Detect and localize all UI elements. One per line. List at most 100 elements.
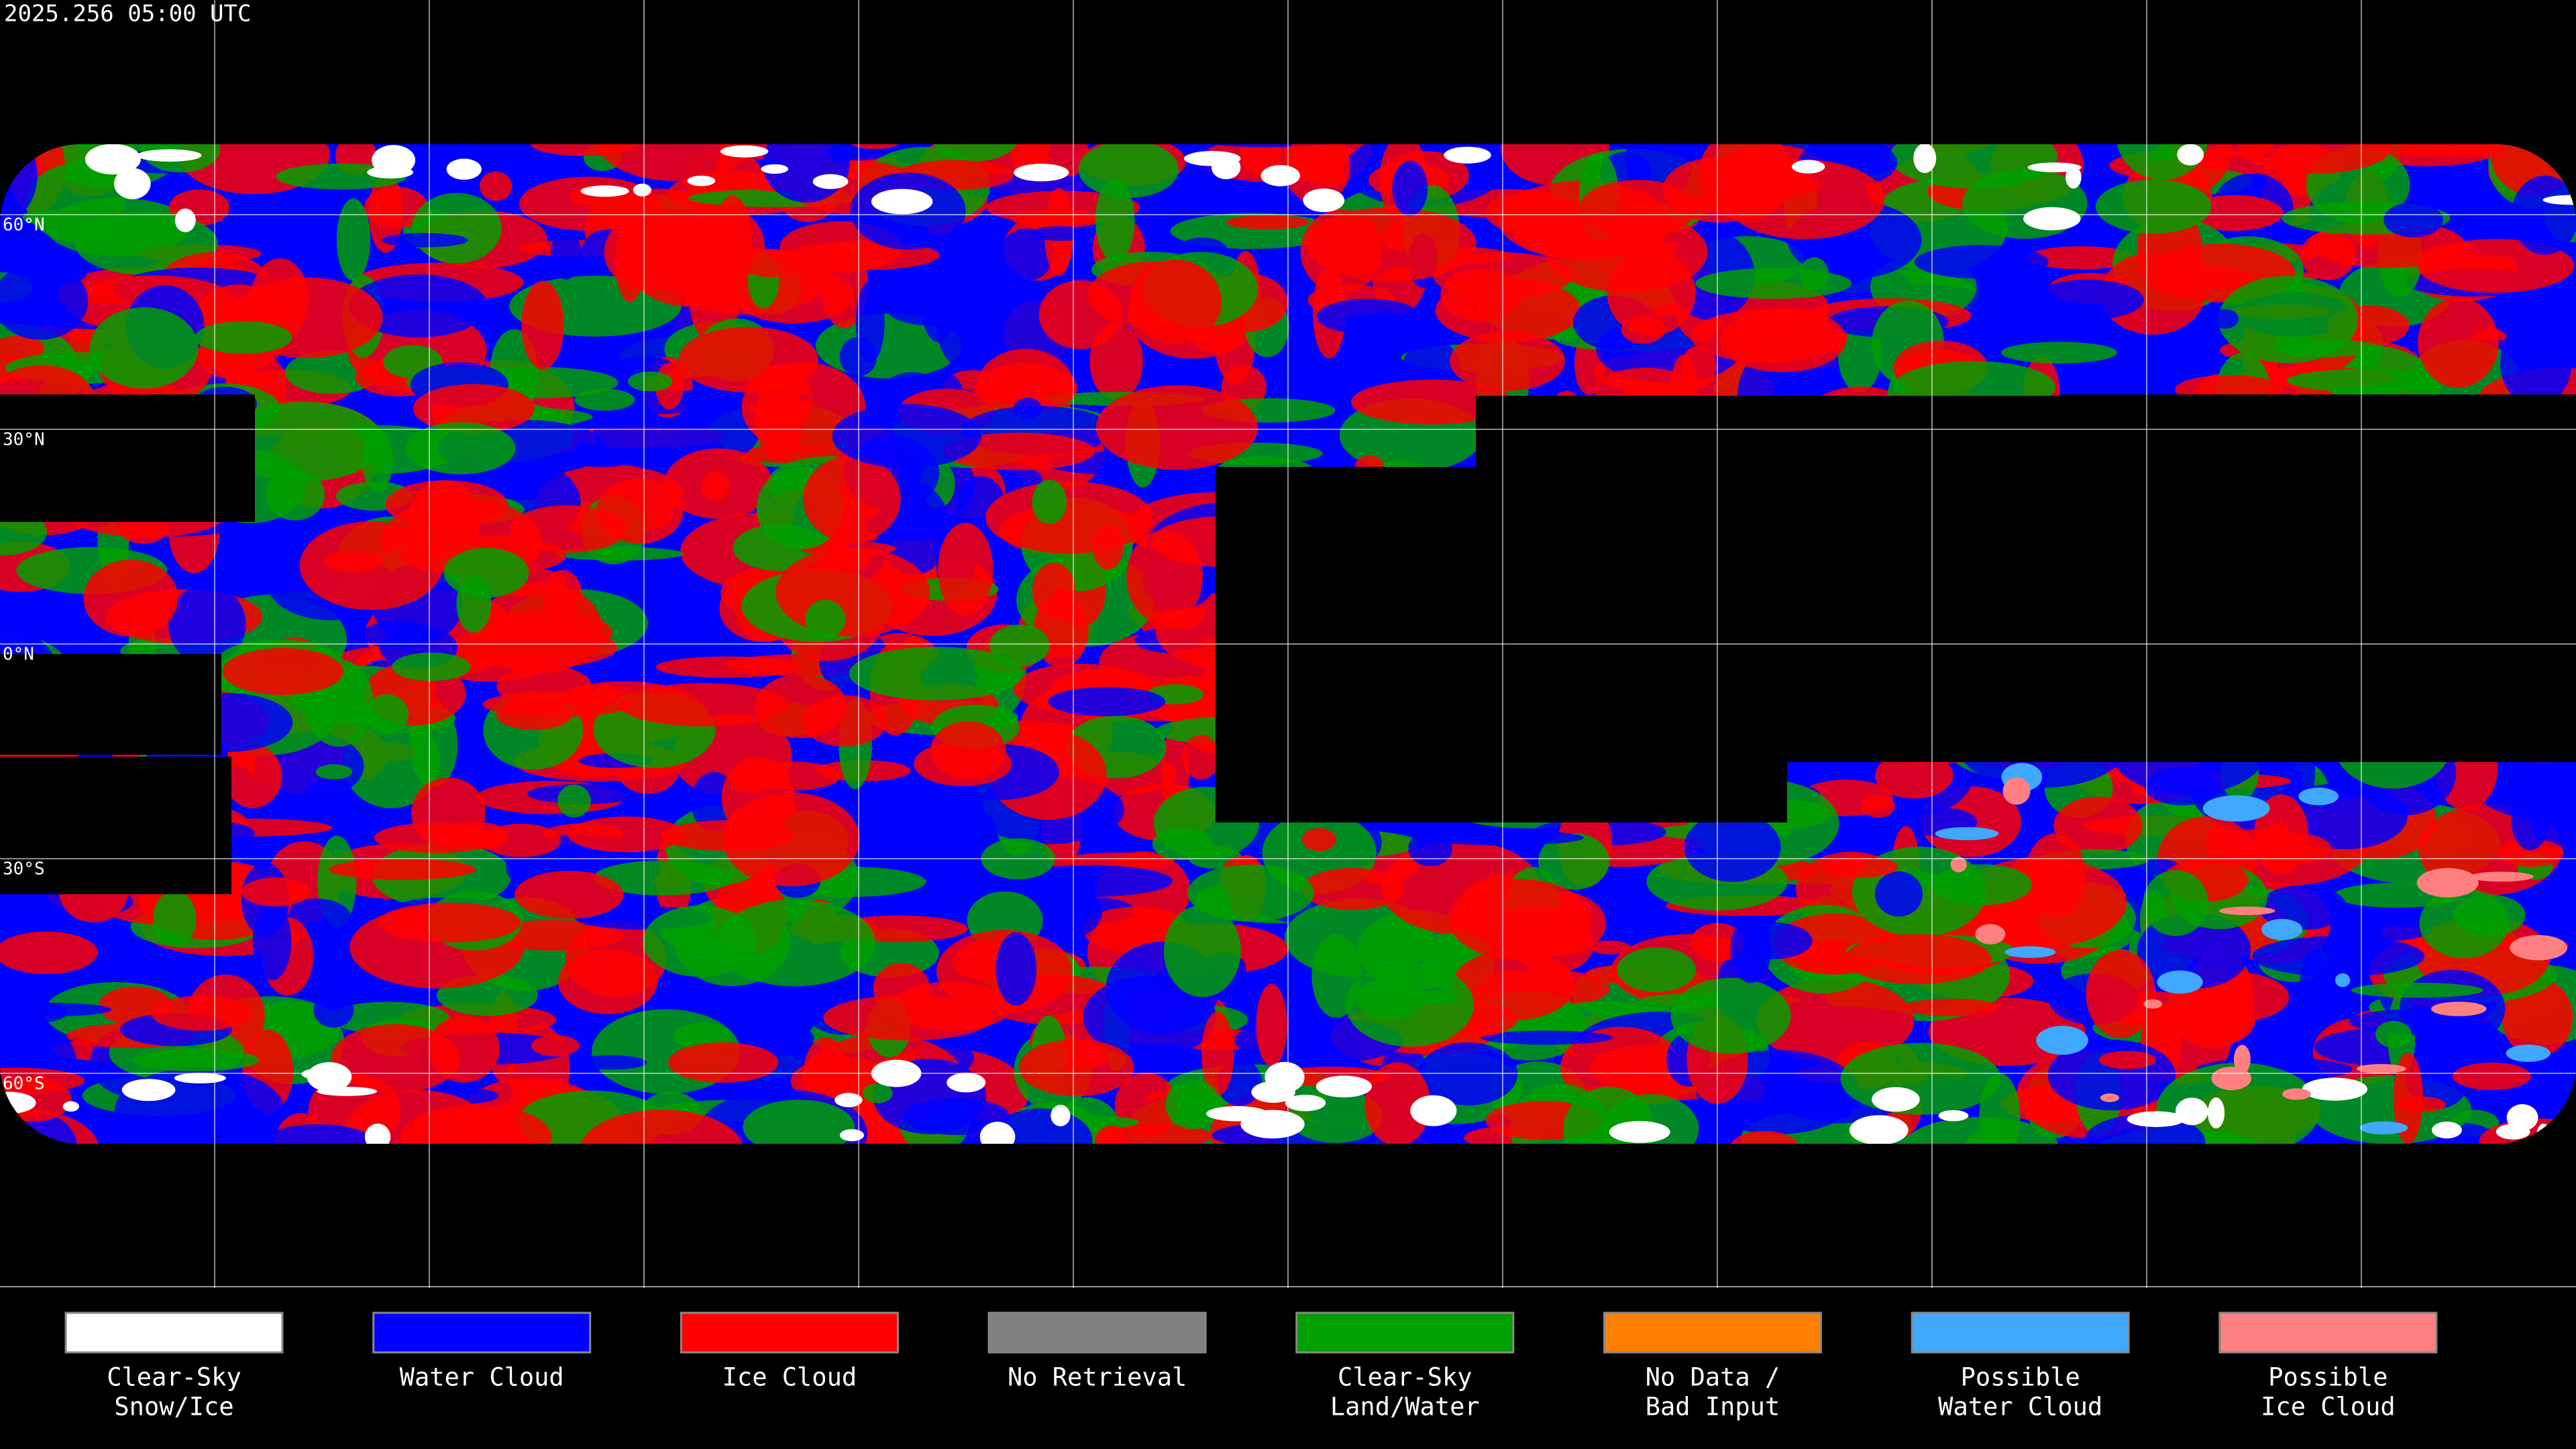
cloud-patch xyxy=(999,228,1054,282)
cloud-patch xyxy=(392,652,471,682)
cloud-patch xyxy=(592,860,733,896)
cloud-patch xyxy=(1450,331,1566,391)
cloud-patch xyxy=(2084,1114,2206,1144)
snow-patch xyxy=(2542,195,2576,205)
possible-cloud xyxy=(2430,1002,2487,1016)
legend-label: Land/Water xyxy=(1330,1393,1480,1421)
possible-cloud xyxy=(2282,1088,2311,1100)
cloud-patch xyxy=(996,932,1036,1006)
snow-patch xyxy=(446,158,482,180)
cloud-patch xyxy=(150,996,253,1031)
legend-swatch xyxy=(1911,1311,2130,1354)
cloud-patch xyxy=(331,1024,460,1093)
cloud-patch xyxy=(336,198,370,281)
snow-patch xyxy=(720,145,769,158)
cloud-patch xyxy=(975,363,1077,413)
snow-patch xyxy=(1609,1121,1670,1143)
cloud-patch xyxy=(989,624,1050,667)
cloud-patch xyxy=(223,744,282,808)
cloud-patch xyxy=(551,229,582,280)
snow-patch xyxy=(835,1093,863,1108)
cloud-patch xyxy=(1840,1042,2001,1115)
cloud-patch xyxy=(1730,916,1772,983)
cloud-patch xyxy=(348,274,488,337)
cloud-patch xyxy=(1874,871,1923,917)
cloud-patch xyxy=(2031,279,2145,321)
cloud-patch xyxy=(1187,864,1314,922)
cloud-patch xyxy=(1048,687,1166,716)
snow-patch xyxy=(364,1123,391,1144)
cloud-patch xyxy=(1364,1062,1431,1144)
cloud-patch xyxy=(619,683,788,727)
cloud-patch xyxy=(1092,524,1124,570)
snow-patch xyxy=(1211,155,1241,180)
cloud-patch xyxy=(1095,385,1258,470)
legend-label: Clear-Sky xyxy=(1338,1363,1472,1392)
cloud-patch xyxy=(805,600,846,639)
cloud-patch xyxy=(932,144,1018,162)
cloud-patch xyxy=(362,429,393,493)
snow-patch xyxy=(947,1072,986,1093)
cloud-patch xyxy=(1350,379,1513,425)
possible-cloud xyxy=(2202,795,2270,822)
snow-patch xyxy=(2127,1111,2186,1128)
legend-label: Snow/Ice xyxy=(114,1393,233,1421)
possible-cloud xyxy=(2233,1044,2251,1074)
cloud-patch xyxy=(2383,202,2443,237)
cloud-patch xyxy=(2027,246,2136,270)
cloud-patch xyxy=(1590,940,1631,955)
cloud-patch xyxy=(823,995,994,1041)
cloud-patch xyxy=(2453,894,2526,936)
cloud-patch xyxy=(1563,1087,1656,1144)
snow-patch xyxy=(2431,1121,2462,1139)
snow-patch xyxy=(2302,1077,2368,1101)
possible-cloud xyxy=(2004,946,2056,958)
cloud-patch xyxy=(400,1104,552,1144)
cloud-patch xyxy=(366,694,409,735)
cloud-patch xyxy=(579,1110,744,1144)
cloud-patch xyxy=(820,241,868,329)
cloud-patch xyxy=(2351,982,2483,998)
possible-cloud xyxy=(2506,1044,2551,1062)
snow-patch xyxy=(1303,188,1345,213)
cloud-patch xyxy=(930,721,1006,779)
cloud-patch xyxy=(364,186,429,229)
latitude-label: 0°N xyxy=(3,645,34,665)
cloud-patch xyxy=(1346,963,1474,1047)
cloud-patch xyxy=(2218,276,2359,364)
cloud-patch xyxy=(315,764,352,780)
snow-patch xyxy=(2207,1097,2225,1129)
snow-patch xyxy=(1872,1087,1920,1112)
cloud-patch xyxy=(988,1108,1093,1144)
cloud-patch xyxy=(667,1042,779,1083)
cloud-patch xyxy=(628,371,673,392)
cloud-patch xyxy=(83,559,179,637)
latitude-label: 60°S xyxy=(3,1074,45,1094)
legend-label: No Retrieval xyxy=(1008,1363,1187,1392)
cloud-patch xyxy=(1165,1079,1221,1130)
legend-label: Bad Input xyxy=(1646,1393,1780,1421)
cloud-patch xyxy=(479,582,602,674)
cloud-patch xyxy=(1875,752,1953,799)
cloud-patch xyxy=(2146,264,2251,290)
cloud-patch xyxy=(482,823,561,857)
cloud-patch xyxy=(411,777,486,849)
cloud-patch xyxy=(241,877,311,907)
legend-swatch xyxy=(680,1311,899,1354)
cloud-patch xyxy=(1163,904,1241,998)
cloud-patch xyxy=(250,527,313,576)
cloud-patch xyxy=(1062,852,1175,869)
cloud-patch xyxy=(2498,839,2564,867)
legend-label: Water Cloud xyxy=(400,1363,564,1392)
no-data-region xyxy=(2059,394,2576,522)
snow-patch xyxy=(2023,207,2081,231)
cloud-patch xyxy=(328,859,476,880)
possible-cloud xyxy=(2143,999,2163,1009)
cloud-patch xyxy=(558,949,658,1014)
possible-cloud xyxy=(2002,777,2031,805)
cloud-patch xyxy=(1089,323,1143,400)
cloud-patch xyxy=(1392,160,1428,216)
cloud-patch xyxy=(1914,245,2049,279)
cloud-patch xyxy=(515,871,624,919)
